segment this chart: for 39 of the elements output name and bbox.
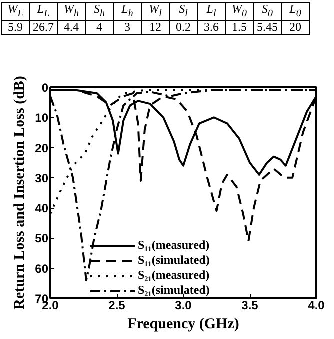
y-axis-title: Return Loss and Insertion Loss (dB) (12, 76, 28, 310)
y-tick-label: 40 (35, 202, 49, 216)
x-tick-label: 4.0 (308, 298, 326, 312)
legend-label: S₂₁(simulated) (138, 283, 210, 298)
y-tick-label: 0 (42, 81, 49, 95)
text: L$_{h}$ (122, 2, 134, 20)
text: 12 (142, 20, 170, 35)
text: 1.5 (226, 20, 254, 35)
text: W$_{L}$ (8, 2, 24, 20)
text: S$_{0}$ (262, 2, 273, 20)
x-tick-label: 3.5 (242, 298, 259, 312)
legend-label: S₁₁(measured) (138, 238, 210, 253)
y-tick-label: 10 (35, 111, 49, 126)
y-tick-label: 30 (35, 171, 49, 186)
y-tick-label: 20 (35, 141, 49, 156)
y-tick-label: 60 (35, 262, 49, 276)
legend-label: S₁₁(simulated) (138, 253, 210, 268)
x-tick-label: 3.0 (175, 298, 192, 312)
text: S$_{l}$ (179, 2, 188, 20)
text: 20 (282, 20, 310, 35)
y-tick-label: 50 (35, 232, 49, 246)
text: 0.2 (170, 20, 198, 35)
text: 5.9 (2, 20, 30, 35)
text: 4.4 (58, 20, 86, 35)
text: 3 (114, 20, 142, 35)
x-tick-label: 2.5 (108, 298, 126, 312)
legend-label: S₂₁(measured) (138, 268, 210, 283)
text: 26.7 (30, 20, 58, 35)
text: L$_{l}$ (206, 2, 216, 20)
text: 4 (86, 20, 114, 35)
text: L$_{L}$ (37, 2, 50, 20)
text: S$_{h}$ (94, 2, 105, 20)
text: W$_{l}$ (149, 2, 162, 20)
text: L$_{0}$ (290, 2, 302, 20)
text: 5.45 (254, 20, 282, 35)
text: W$_{h}$ (64, 2, 79, 20)
x-axis-title: Frequency (GHz) (128, 316, 240, 332)
text: 3.6 (198, 20, 226, 35)
text: W$_{0}$ (232, 2, 247, 20)
